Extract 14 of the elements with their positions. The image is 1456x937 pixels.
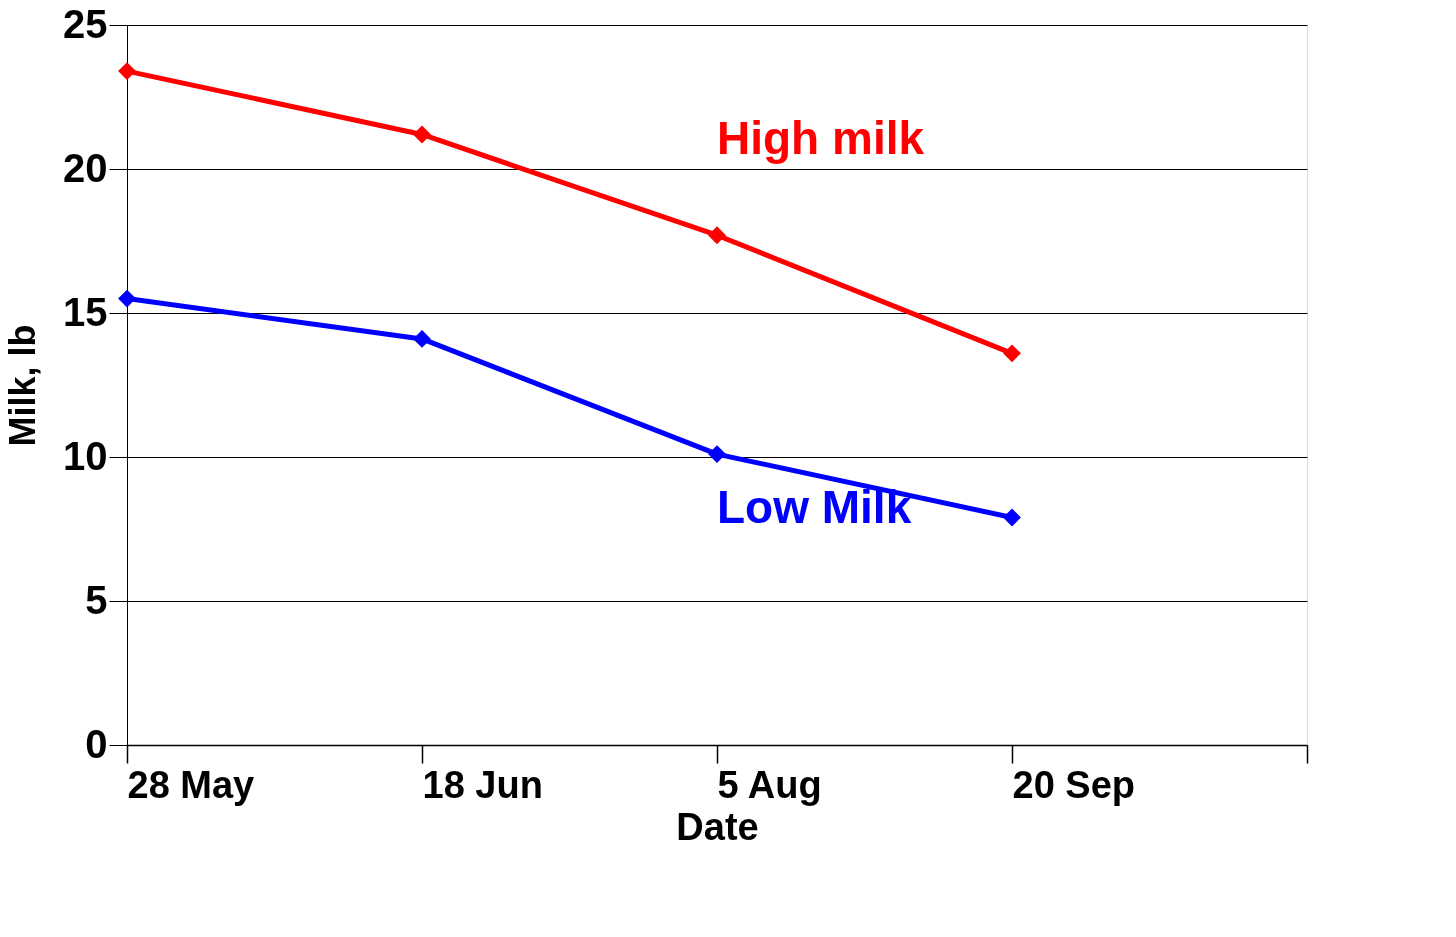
y-tick-label: 10 — [63, 433, 108, 478]
series-label: High milk — [717, 112, 925, 165]
x-tick-label: 18 Jun — [422, 763, 543, 806]
y-tick-label: 15 — [63, 289, 108, 334]
series-label: Low Milk — [717, 481, 912, 534]
x-tick-label: 20 Sep — [1012, 763, 1136, 806]
x-tick-label: 5 Aug — [717, 763, 822, 806]
y-tick-label: 25 — [63, 1, 108, 46]
y-tick-label: 20 — [63, 145, 108, 190]
y-tick-label: 0 — [85, 721, 108, 766]
y-tick-label: 5 — [85, 577, 108, 622]
y-axis-title: Milk, lb — [2, 324, 44, 447]
x-axis-title: Date — [676, 805, 759, 848]
x-tick-label: 28 May — [127, 763, 255, 806]
